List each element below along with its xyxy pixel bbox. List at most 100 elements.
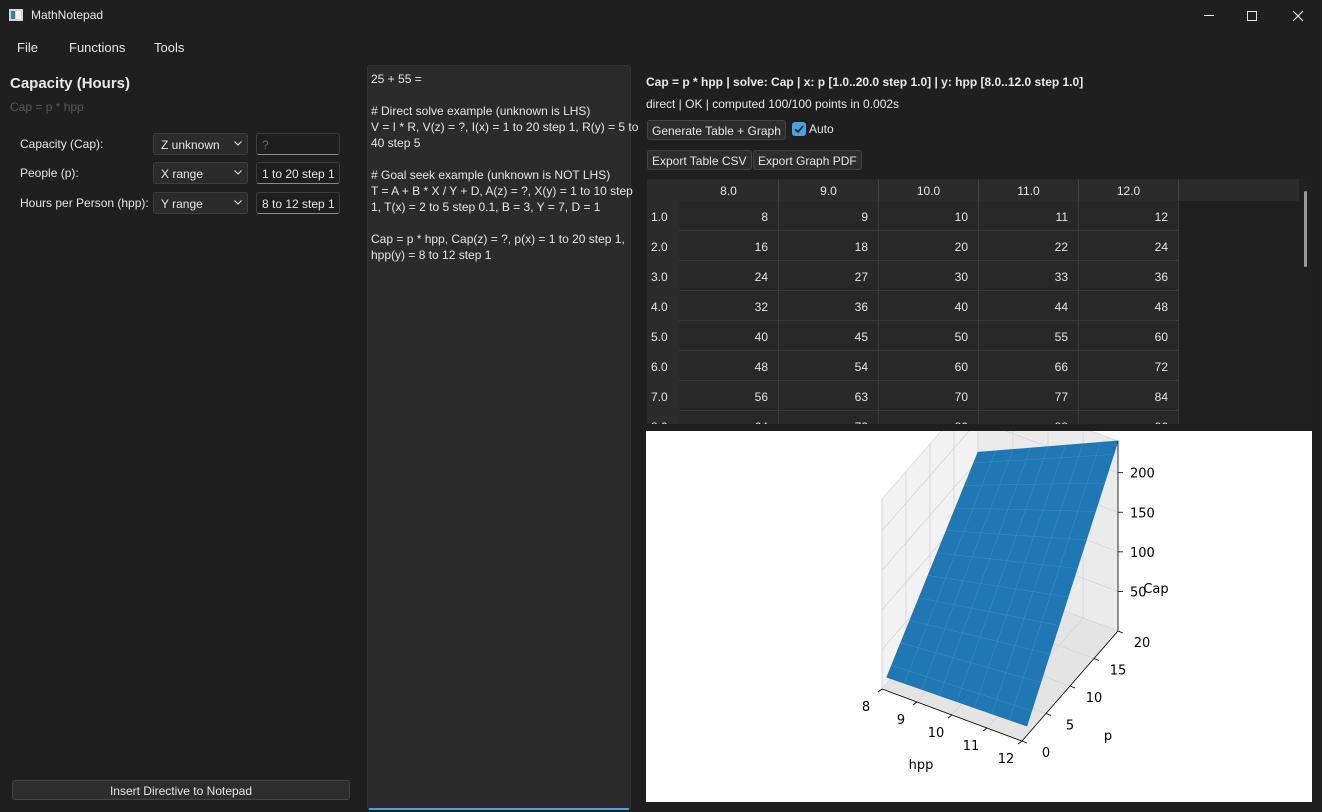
x-tick-label: 8 <box>862 700 870 715</box>
table-row-header[interactable]: 7.0 <box>647 381 679 411</box>
minimize-button[interactable] <box>1186 0 1232 31</box>
table-cell[interactable]: 30 <box>879 261 979 291</box>
table-cell[interactable]: 45 <box>779 321 879 351</box>
x-tick <box>982 727 988 732</box>
table-cell[interactable]: 22 <box>979 231 1079 261</box>
table-cell[interactable]: 54 <box>779 351 879 381</box>
table-cell[interactable]: 80 <box>879 411 979 424</box>
table-column-header[interactable]: 9.0 <box>779 179 879 201</box>
maximize-button[interactable] <box>1229 0 1275 31</box>
table-cell[interactable]: 40 <box>679 321 779 351</box>
notepad-line: hpp(y) = 8 to 12 step 1 <box>371 248 492 262</box>
table-cell[interactable]: 44 <box>979 291 1079 321</box>
table-cell[interactable]: 18 <box>779 231 879 261</box>
table-cell[interactable]: 9 <box>779 201 879 231</box>
table-cell[interactable]: 96 <box>1079 411 1179 424</box>
variable-value-input[interactable]: ? <box>256 133 340 155</box>
table-cell[interactable]: 70 <box>879 381 979 411</box>
generate-table-graph-button[interactable]: Generate Table + Graph <box>647 120 786 140</box>
table-cell[interactable]: 60 <box>1079 321 1179 351</box>
insert-directive-button[interactable]: Insert Directive to Notepad <box>12 780 350 800</box>
variable-value-input[interactable]: 8 to 12 step 1 <box>256 192 340 214</box>
table-cell[interactable]: 84 <box>1079 381 1179 411</box>
table-cell[interactable]: 12 <box>1079 201 1179 231</box>
export-graph-pdf-button[interactable]: Export Graph PDF <box>753 150 862 170</box>
table-cell[interactable]: 50 <box>879 321 979 351</box>
table-cell[interactable]: 48 <box>1079 291 1179 321</box>
table-cell[interactable]: 56 <box>679 381 779 411</box>
table-cell[interactable]: 64 <box>679 411 779 424</box>
y-tick <box>1069 685 1076 689</box>
surface-mesh <box>974 445 1066 708</box>
table-cell[interactable]: 36 <box>1079 261 1179 291</box>
y-axis-label: p <box>1104 729 1112 744</box>
table-scrollbar[interactable] <box>1304 191 1307 267</box>
variable-role-select[interactable]: X range <box>153 162 248 184</box>
table-cell[interactable]: 10 <box>879 201 979 231</box>
table-cell[interactable]: 24 <box>679 261 779 291</box>
notepad-line: Cap = p * hpp, Cap(z) = ?, p(x) = 1 to 2… <box>371 232 625 246</box>
surface-plot: 8 9 10 11 12 0 5 10 15 20 50 100 150 200 hpp p Cap <box>862 387 1169 773</box>
table-cell[interactable]: 8 <box>679 201 779 231</box>
table-row-header[interactable]: 1.0 <box>647 201 679 231</box>
results-table[interactable]: 8.0 9.0 10.0 11.0 12.0 1.0 8 9 10 11 12 2.0 16 18 20 22… <box>647 179 1311 424</box>
table-row-header[interactable]: 6.0 <box>647 351 679 381</box>
table-row-header[interactable]: 2.0 <box>647 231 679 261</box>
table-cell[interactable]: 16 <box>679 231 779 261</box>
table-cell[interactable]: 77 <box>979 381 1079 411</box>
x-axis-label: hpp <box>909 758 934 773</box>
variable-role-select[interactable]: Y range <box>153 192 248 214</box>
variable-value-input[interactable]: 1 to 20 step 1 <box>256 162 340 184</box>
close-button[interactable] <box>1275 0 1321 31</box>
notepad-line: V = I * R, V(z) = ?, I(x) = 1 to 20 step… <box>371 120 639 134</box>
table-cell[interactable]: 72 <box>779 411 879 424</box>
chevron-down-icon <box>234 200 242 205</box>
table-cell[interactable]: 20 <box>879 231 979 261</box>
table-cell[interactable]: 55 <box>979 321 1079 351</box>
table-row-header[interactable]: 4.0 <box>647 291 679 321</box>
table-cell[interactable]: 72 <box>1079 351 1179 381</box>
notepad-focus-underline <box>369 808 629 810</box>
menu-functions[interactable]: Functions <box>69 40 126 55</box>
table-cell[interactable]: 66 <box>979 351 1079 381</box>
z-axis-label: Cap <box>1143 582 1168 597</box>
table-cell[interactable]: 48 <box>679 351 779 381</box>
notepad-editor[interactable]: 25 + 55 = # Direct solve example (unknow… <box>367 65 638 810</box>
surface-mesh <box>937 552 1078 569</box>
table-cell[interactable]: 36 <box>779 291 879 321</box>
table-row-header[interactable]: 5.0 <box>647 321 679 351</box>
y-tick-label: 20 <box>1134 636 1151 651</box>
table-cell[interactable]: 32 <box>679 291 779 321</box>
x-tick <box>877 688 883 693</box>
variable-role-select[interactable]: Z unknown <box>153 133 248 155</box>
table-cell[interactable]: 88 <box>979 411 1079 424</box>
chevron-down-icon <box>234 141 242 146</box>
x-tick-label: 11 <box>963 739 980 754</box>
window-title: MathNotepad <box>31 8 104 22</box>
table-cell[interactable]: 33 <box>979 261 1079 291</box>
table-column-header[interactable]: 12.0 <box>1079 179 1179 201</box>
export-table-csv-button[interactable]: Export Table CSV <box>647 150 752 170</box>
table-cell[interactable]: 27 <box>779 261 879 291</box>
table-cell[interactable]: 11 <box>979 201 1079 231</box>
surface-mesh <box>964 482 1105 486</box>
surface-mesh <box>928 575 1069 598</box>
variable-label: Capacity (Cap): <box>20 137 104 151</box>
x-tick-label: 12 <box>998 752 1015 767</box>
table-column-header[interactable]: 10.0 <box>879 179 979 201</box>
table-cell[interactable]: 63 <box>779 381 879 411</box>
table-cell[interactable]: 24 <box>1079 231 1179 261</box>
table-cell[interactable]: 40 <box>879 291 979 321</box>
directive-summary: Cap = p * hpp | solve: Cap | x: p [1.0..… <box>646 75 1084 89</box>
menu-tools[interactable]: Tools <box>154 40 185 55</box>
table-row-header[interactable]: 8.0 <box>647 411 679 424</box>
table-column-header[interactable]: 11.0 <box>979 179 1079 201</box>
table-cell[interactable]: 60 <box>879 351 979 381</box>
surface-mesh <box>891 665 1032 712</box>
table-row-header[interactable]: 3.0 <box>647 261 679 291</box>
table-corner <box>647 179 679 201</box>
auto-checkbox[interactable] <box>792 122 806 136</box>
table-column-header[interactable]: 8.0 <box>679 179 779 201</box>
menu-file[interactable]: File <box>17 40 38 55</box>
variable-row-hpp: Hours per Person (hpp): Y range 8 to 12 … <box>20 192 350 214</box>
